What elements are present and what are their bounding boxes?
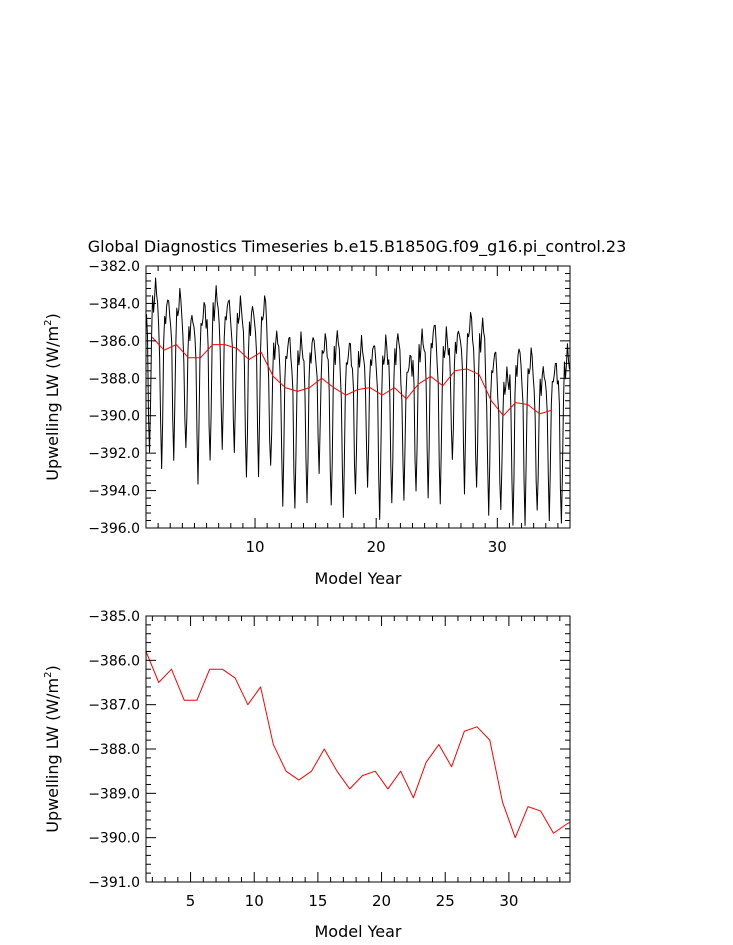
top-y-axis-label-exponent: 2 (43, 319, 54, 325)
bottom-y-tick-label-0: −391.0 (88, 875, 140, 891)
top-y-tick-label-4: −388.0 (88, 371, 140, 387)
top-x-tick-label-30: 30 (488, 538, 507, 556)
bottom-y-axis-label-exponent: 2 (43, 671, 54, 677)
top-y-axis-label-end: ) (43, 313, 62, 319)
bottom-y-tick-label-5: −386.0 (88, 653, 140, 669)
bottom-axis-ticks: 5 10 15 20 25 30 −391.0 −390.0 −389.0 −388.0 −387.… (88, 609, 570, 910)
top-x-tick-label-20: 20 (367, 538, 386, 556)
top-series-monthly-line (146, 277, 570, 526)
top-series-annual-mean-line (151, 336, 552, 417)
bottom-x-tick-label-30: 30 (499, 892, 518, 910)
top-plot-area (146, 277, 570, 526)
top-y-tick-label-7: −382.0 (88, 259, 140, 275)
bottom-x-tick-label-10: 10 (245, 892, 264, 910)
bottom-plot-area (145, 651, 571, 839)
bottom-series-annual-mean-line (145, 651, 571, 839)
bottom-x-tick-label-25: 25 (436, 892, 455, 910)
bottom-y-axis-label: Upwelling LW (W/m2) (43, 665, 62, 833)
bottom-plot-frame (145, 615, 571, 883)
top-y-tick-label-2: −392.0 (88, 446, 140, 462)
top-y-tick-label-1: −394.0 (88, 484, 140, 500)
bottom-y-tick-label-3: −388.0 (88, 742, 140, 758)
bottom-y-axis-label-main: Upwelling LW (W/m (43, 678, 62, 833)
top-y-axis-label: Upwelling LW (W/m2) (43, 313, 62, 481)
bottom-y-axis-label-end: ) (43, 665, 62, 671)
top-y-tick-label-3: −390.0 (88, 409, 140, 425)
bottom-y-tick-label-2: −389.0 (88, 786, 140, 802)
bottom-chart-panel: 5 10 15 20 25 30 −391.0 −390.0 −389.0 −388.0 −387.… (43, 609, 571, 941)
bottom-y-tick-label-4: −387.0 (88, 698, 140, 714)
top-x-tick-label-10: 10 (245, 538, 264, 556)
top-chart-panel: Global Diagnostics Timeseries b.e15.B185… (43, 237, 626, 588)
top-y-tick-label-0: −396.0 (88, 521, 140, 537)
top-plot-frame (145, 265, 571, 529)
top-axis-ticks: 10 20 30 −396.0 −394.0 −392.0 −390.0 −388.0 −386… (88, 259, 571, 556)
top-y-tick-label-6: −384.0 (88, 296, 140, 312)
top-y-axis-label-main: Upwelling LW (W/m (43, 326, 62, 481)
bottom-x-tick-label-20: 20 (372, 892, 391, 910)
top-x-axis-label: Model Year (315, 569, 402, 588)
bottom-y-tick-label-6: −385.0 (88, 609, 140, 625)
chart-title: Global Diagnostics Timeseries b.e15.B185… (88, 237, 627, 257)
bottom-x-tick-label-5: 5 (186, 892, 196, 910)
top-y-tick-label-5: −386.0 (88, 334, 140, 350)
bottom-y-tick-label-1: −390.0 (88, 831, 140, 847)
bottom-x-tick-label-15: 15 (308, 892, 327, 910)
bottom-x-axis-label: Model Year (315, 922, 402, 941)
